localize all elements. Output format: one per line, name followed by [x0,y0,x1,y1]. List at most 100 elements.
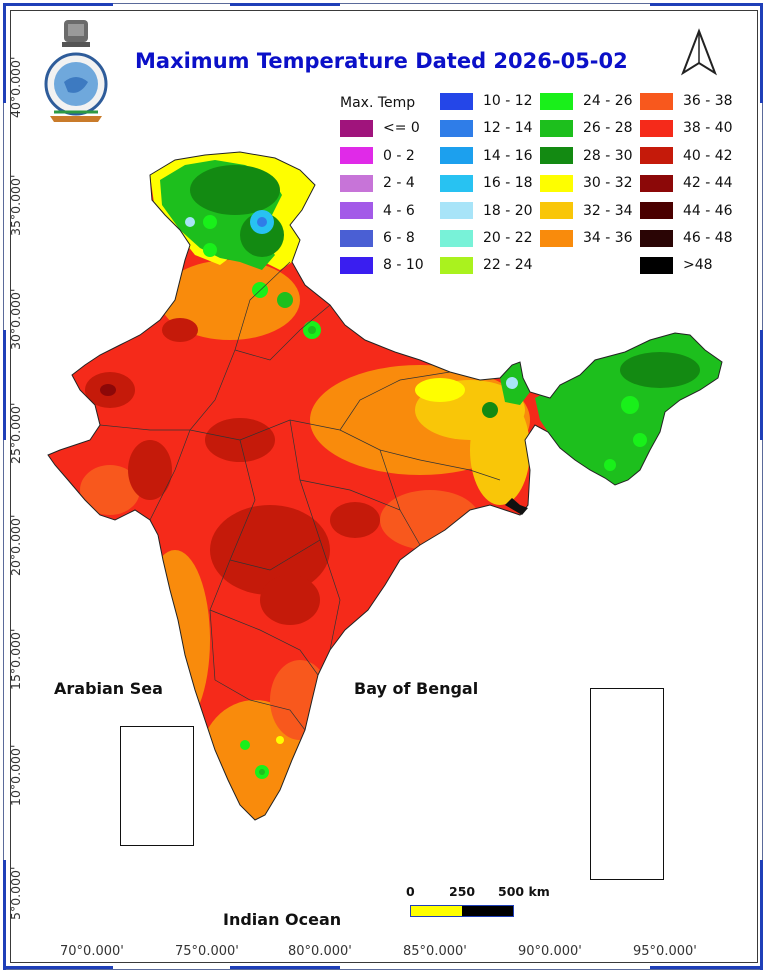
legend-swatch [340,229,373,247]
latitude-label: 10°0.000' [8,744,23,806]
legend-label: 12 - 14 [483,120,533,137]
legend-label: 36 - 38 [683,93,733,109]
longitude-label: 80°0.000' [288,944,352,959]
legend-swatch [440,256,473,274]
legend-item: 18 - 20 [440,200,533,222]
legend-swatch [640,147,673,165]
legend-item: 16 - 18 [440,172,533,194]
legend-swatch [640,229,673,247]
legend-item: 2 - 4 [340,172,415,194]
latitude-label: 20°0.000' [8,514,23,576]
legend-item: <= 0 [340,117,420,139]
legend-item: 10 - 12 [440,90,533,112]
legend-label: 0 - 2 [383,147,415,164]
legend-swatch [340,202,373,220]
legend-item: 46 - 48 [640,227,733,249]
legend-label: 44 - 46 [683,202,733,219]
legend-item: 40 - 42 [640,145,733,167]
legend-swatch [440,92,473,110]
legend-swatch [640,256,673,274]
latitude-label: 25°0.000' [8,402,23,464]
legend-label: <= 0 [383,120,420,137]
scale-bar-segment [462,906,513,916]
latitude-label: 15°0.000' [8,628,23,690]
legend-item: 28 - 30 [540,145,633,167]
legend-swatch [640,202,673,220]
bay-of-bengal-label: Bay of Bengal [354,679,479,698]
legend-item: 26 - 28 [540,117,633,139]
frame-tick [230,966,340,969]
arabian-sea-label: Arabian Sea [54,679,163,698]
legend-label: 6 - 8 [383,230,415,246]
legend-label: 34 - 36 [583,230,633,246]
latitude-label: 5°0.000' [8,866,23,920]
latitude-label: 30°0.000' [8,288,23,350]
legend-label: 24 - 26 [583,93,633,109]
legend-item: >48 [640,254,713,276]
legend-swatch [440,202,473,220]
frame-tick [650,3,760,6]
legend-item: 34 - 36 [540,227,633,249]
legend-label: 4 - 6 [383,202,415,219]
legend-item: 0 - 2 [340,145,415,167]
map-title: Maximum Temperature Dated 2026-05-02 [135,49,628,73]
legend-item: 24 - 26 [540,90,633,112]
frame-tick [760,860,763,970]
legend-swatch [540,229,573,247]
legend-label: 46 - 48 [683,230,733,246]
legend-label: 28 - 30 [583,147,633,164]
legend-swatch [440,174,473,192]
legend-swatch [540,92,573,110]
legend-item: 36 - 38 [640,90,733,112]
imd-emblem-icon [44,20,108,122]
legend-label: 20 - 22 [483,230,533,246]
legend-swatch [340,147,373,165]
frame-tick [230,3,340,6]
scale-label: 250 [449,884,476,899]
map-frame [3,3,763,970]
latitude-label: 35°0.000' [8,174,23,236]
legend-title: Max. Temp [340,95,416,111]
legend-label: 40 - 42 [683,147,733,164]
frame-tick [760,3,763,103]
longitude-label: 90°0.000' [518,944,582,959]
legend-label: 14 - 16 [483,147,533,164]
longitude-label: 95°0.000' [633,944,697,959]
legend-item: 44 - 46 [640,200,733,222]
frame-tick [3,330,6,440]
frame-tick [650,966,760,969]
legend-item: 12 - 14 [440,117,533,139]
legend-label: 16 - 18 [483,175,533,192]
frame-tick [3,860,6,970]
legend-item: 6 - 8 [340,227,415,249]
frame-tick [760,330,763,440]
legend-item: 4 - 6 [340,200,415,222]
indian-ocean-label: Indian Ocean [223,910,342,929]
legend-label: 30 - 32 [583,175,633,192]
legend-item: 32 - 34 [540,200,633,222]
legend-swatch [640,119,673,137]
legend-swatch [340,256,373,274]
legend-swatch [440,147,473,165]
legend-label: 32 - 34 [583,202,633,219]
latitude-label: 40°0.000' [8,56,23,118]
legend-label: 18 - 20 [483,202,533,219]
legend-item: 42 - 44 [640,172,733,194]
legend-label: 8 - 10 [383,257,424,274]
longitude-label: 75°0.000' [175,944,239,959]
frame-tick [3,3,113,6]
legend-label: 26 - 28 [583,120,633,137]
longitude-label: 70°0.000' [60,944,124,959]
legend-swatch [540,174,573,192]
legend-label: 2 - 4 [383,175,415,192]
scale-bar [410,905,514,917]
legend-item: 8 - 10 [340,254,424,276]
legend-swatch [540,202,573,220]
scale-label: 0 [406,884,415,899]
legend-label: 22 - 24 [483,257,533,274]
legend-swatch [640,92,673,110]
legend-swatch [340,119,373,137]
legend-swatch [540,147,573,165]
longitude-label: 85°0.000' [403,944,467,959]
